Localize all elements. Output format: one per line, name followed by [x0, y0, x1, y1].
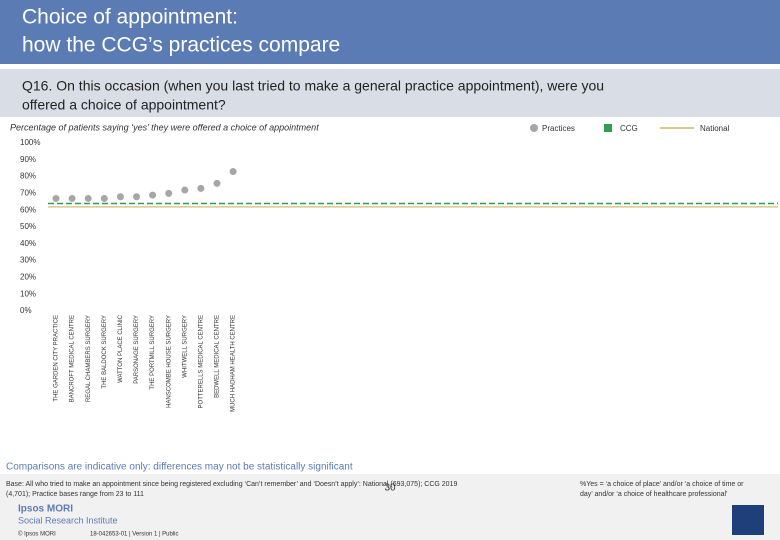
point — [52, 194, 60, 202]
point — [181, 186, 189, 194]
legend-label: Practices — [542, 124, 575, 133]
title: how the CCG’s practices compare — [22, 34, 340, 57]
legend-marker — [530, 124, 538, 132]
point — [149, 191, 157, 199]
question: offered a choice of appointment? — [22, 97, 226, 113]
point — [84, 194, 92, 202]
base-text: (4,701); Practice bases range from 23 to… — [6, 491, 144, 498]
y-tick-label: 40% — [20, 239, 36, 248]
base-text: Base: All who tried to make an appointme… — [6, 481, 457, 488]
question: Q16. On this occasion (when you last tri… — [22, 78, 604, 94]
point — [165, 189, 173, 197]
point — [197, 184, 205, 192]
point — [116, 193, 124, 201]
x-tick-label: POTTERELLS MEDICAL CENTRE — [198, 315, 204, 408]
x-tick-label: PARSONAGE SURGERY — [134, 315, 140, 384]
logo: Ipsos MORI — [18, 504, 73, 515]
x-tick-label: MUCH HADHAM HEALTH CENTRE — [231, 315, 237, 412]
y-tick-label: 80% — [20, 172, 36, 181]
x-tick-label: THE GARDEN CITY PRACTICE — [54, 315, 60, 402]
point — [68, 194, 76, 202]
x-tick-label: WHITWELL SURGERY — [182, 315, 188, 378]
y-tick-label: 100% — [20, 138, 40, 147]
y-tick-label: 60% — [20, 205, 36, 214]
point — [133, 193, 140, 201]
x-tick-label: HANSCOMBE HOUSE SURGERY — [166, 315, 172, 408]
x-tick-label: BEDWELL MEDICAL CENTRE — [215, 315, 221, 398]
y-tick-label: 90% — [20, 155, 36, 164]
page-number: 30 — [384, 483, 396, 494]
legend-label: CCG — [620, 124, 638, 133]
definition: %Yes = ‘a choice of place’ and/or ‘a cho… — [580, 481, 744, 488]
y-tick-label: 10% — [20, 289, 36, 298]
x-tick-label: THE BALDOCK SURGERY — [102, 315, 108, 389]
x-tick-label: WATTON PLACE CLINIC — [118, 314, 124, 383]
point — [100, 194, 108, 202]
y-tick-label: 20% — [20, 273, 36, 282]
point — [213, 179, 221, 187]
legend-label: National — [700, 124, 730, 133]
y-tick-label: 0% — [20, 306, 32, 315]
copyright: © Ipsos MORI — [18, 531, 56, 538]
legend-marker — [604, 124, 612, 132]
x-tick-label: REGAL CHAMBERS SURGERY — [86, 315, 92, 402]
footer-band — [0, 474, 780, 540]
note: Comparisons are indicative only: differe… — [6, 462, 353, 473]
job-number: 18-042653-01 | Version 1 | Public — [90, 532, 179, 538]
question-band — [0, 69, 780, 117]
x-tick-label: BANCROFT MEDICAL CENTRE — [70, 315, 76, 402]
logo: Social Research Institute — [18, 515, 118, 525]
title: Choice of appointment: — [22, 6, 238, 29]
definition: day’ and/or ‘a choice of healthcare prof… — [580, 491, 728, 498]
y-tick-label: 30% — [20, 256, 36, 265]
x-tick-label: THE PORTMILL SURGERY — [150, 315, 156, 390]
header-band — [0, 0, 780, 64]
y-tick-label: 50% — [20, 222, 36, 231]
point — [229, 168, 237, 176]
logo-icon — [732, 505, 764, 535]
y-tick-label: 70% — [20, 189, 36, 198]
subtitle: Percentage of patients saying ‘yes’ they… — [10, 122, 319, 132]
